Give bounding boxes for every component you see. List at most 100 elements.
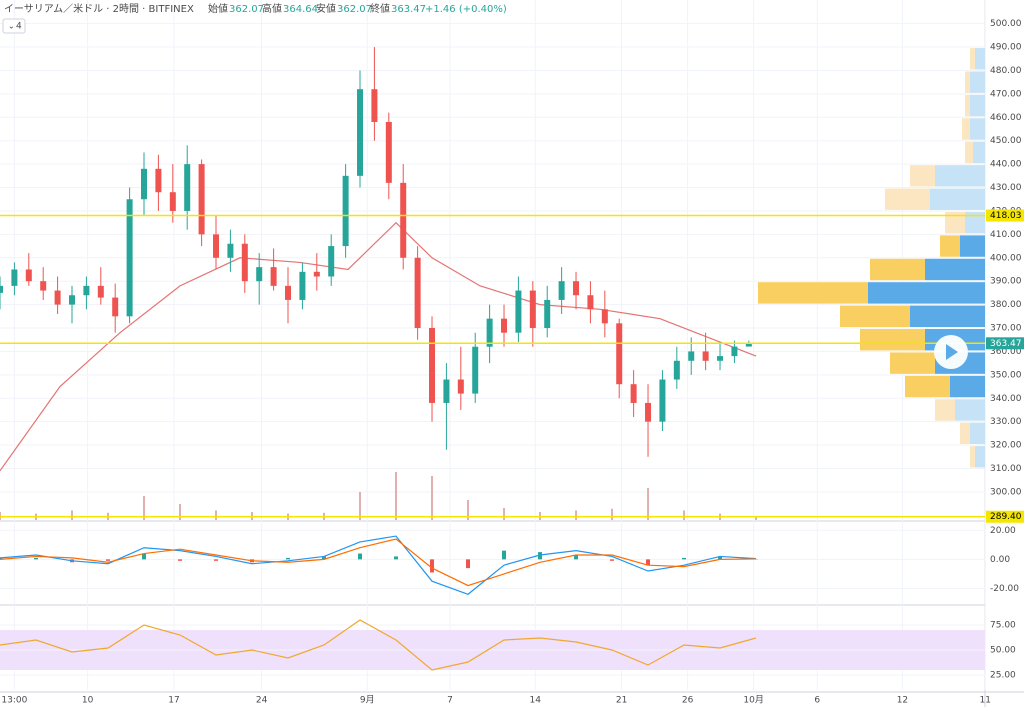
y-tick-label: 430.00 — [990, 183, 1022, 193]
profile-down — [885, 188, 930, 210]
high-value: 364.64 — [283, 4, 318, 15]
x-tick-label: 26 — [682, 696, 694, 706]
candle-body — [515, 290, 522, 333]
profile-down — [860, 329, 925, 351]
candle-body — [501, 318, 508, 333]
x-tick-label: 11 — [980, 696, 991, 706]
candle-body — [213, 234, 220, 258]
volume-bar — [647, 488, 650, 520]
candle-body — [472, 346, 479, 394]
y-tick-label: 75.00 — [990, 621, 1016, 631]
profile-up — [965, 211, 985, 234]
candle-body — [342, 175, 349, 247]
candle-body — [429, 328, 436, 403]
y-tick-label: 360.00 — [990, 347, 1022, 357]
price-label-bg — [986, 209, 1024, 222]
y-tick-label: 340.00 — [990, 394, 1022, 404]
candle-body — [443, 379, 450, 403]
profile-up — [925, 258, 985, 281]
candle-body — [558, 281, 565, 300]
x-tick-label: 24 — [256, 696, 268, 706]
macd-histogram — [178, 559, 183, 561]
play-button[interactable] — [934, 335, 968, 369]
volume-bar — [611, 508, 614, 520]
price-label-bg — [986, 510, 1024, 523]
y-tick-label: 350.00 — [990, 370, 1022, 380]
profile-down — [970, 446, 975, 468]
volume-bar — [503, 508, 506, 520]
y-tick-label: 0.00 — [990, 555, 1010, 565]
candle-body — [112, 297, 119, 317]
profile-up — [910, 305, 985, 328]
y-tick-label: 400.00 — [990, 253, 1022, 263]
profile-down — [965, 71, 970, 93]
macd-histogram — [502, 550, 507, 560]
y-tick-label: 310.00 — [990, 464, 1022, 474]
volume-bar — [683, 510, 686, 520]
x-tick-label: 21 — [616, 696, 627, 706]
x-tick-label: 9月 — [360, 695, 375, 706]
candle-body — [227, 243, 234, 258]
candle-body — [40, 281, 47, 291]
profile-up — [935, 165, 985, 187]
macd-line — [0, 538, 757, 587]
x-tick-label: 10月 — [743, 695, 763, 706]
macd-histogram — [0, 557, 2, 560]
candle-body — [126, 199, 133, 317]
close-label: 終値 — [370, 2, 390, 15]
x-tick-label: 17 — [168, 696, 179, 706]
y-tick-label: -20.00 — [990, 584, 1019, 594]
candle-body — [385, 121, 392, 183]
candle-body — [83, 285, 90, 296]
candle-body — [184, 164, 191, 211]
y-tick-label: 490.00 — [990, 43, 1022, 53]
profile-down — [970, 48, 975, 70]
volume-bar — [143, 496, 146, 520]
macd-histogram — [610, 559, 615, 561]
y-tick-label: 20.00 — [990, 526, 1016, 536]
profile-down — [940, 235, 960, 257]
y-tick-label: 330.00 — [990, 417, 1022, 427]
symbol-title: イーサリアム／米ドル · 2時間 · BITFINEX — [4, 2, 194, 15]
profile-down — [965, 94, 970, 117]
macd-histogram — [538, 552, 543, 560]
y-tick-label: 460.00 — [990, 113, 1022, 123]
profile-up — [975, 446, 985, 468]
macd-histogram — [142, 553, 147, 560]
macd-histogram — [430, 559, 435, 573]
profile-down — [870, 258, 925, 281]
profile-down — [758, 282, 868, 304]
candle-body — [270, 267, 277, 286]
profile-down — [962, 118, 970, 140]
candle-body — [400, 182, 407, 258]
macd-histogram — [646, 559, 651, 566]
candle-body — [673, 360, 680, 380]
profile-down — [945, 211, 965, 234]
macd-histogram — [358, 553, 363, 560]
candle-body — [357, 89, 364, 176]
y-tick-label: 25.00 — [990, 671, 1016, 681]
collapse-dropdown[interactable] — [2, 18, 26, 34]
candle-body — [11, 269, 18, 286]
x-tick-label: 14 — [529, 696, 541, 706]
candle-body — [241, 243, 248, 282]
volume-bar — [431, 476, 434, 520]
macd-line — [0, 535, 757, 595]
candle-body — [630, 384, 637, 403]
y-tick-label: 50.00 — [990, 646, 1016, 656]
candle-body — [198, 164, 205, 235]
volume-bar — [575, 510, 578, 520]
volume-bar — [179, 504, 182, 520]
candle-body — [645, 402, 652, 422]
candle-body — [256, 267, 263, 282]
dropdown-caret: ⌄ — [8, 22, 15, 31]
candle-body — [299, 271, 306, 300]
profile-down — [910, 165, 935, 187]
candle-body — [731, 346, 738, 357]
profile-down — [935, 399, 955, 421]
profile-up — [970, 422, 985, 445]
candle-body — [486, 318, 493, 347]
macd-histogram — [574, 555, 579, 560]
